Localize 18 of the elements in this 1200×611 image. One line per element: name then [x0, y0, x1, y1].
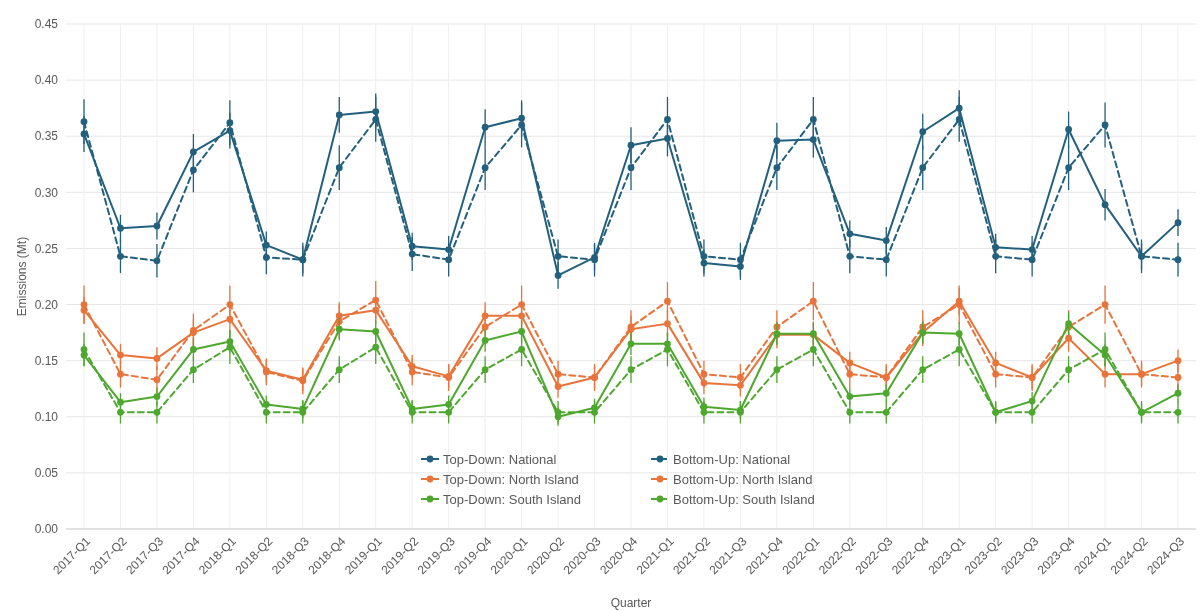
x-axis-title: Quarter — [610, 596, 652, 610]
y-tick-label: 0.30 — [34, 185, 59, 200]
legend-label: Bottom-Up: South Island — [673, 491, 815, 507]
y-tick-label: 0.40 — [34, 73, 59, 88]
legend-label: Top-Down: National — [443, 451, 557, 467]
y-tick-label: 0.35 — [34, 129, 59, 144]
y-tick-label: 0.15 — [34, 353, 59, 368]
legend-label: Top-Down: North Island — [443, 471, 579, 487]
y-tick-label: 0.05 — [34, 466, 59, 481]
y-tick-label: 0.25 — [34, 241, 59, 256]
y-tick-label: 0.20 — [34, 297, 59, 312]
legend-label: Top-Down: South Island — [443, 491, 582, 507]
y-axis-title: Emissions (Mt) — [15, 236, 30, 317]
y-tick-label: 0.45 — [34, 17, 59, 32]
y-tick-label: 0.00 — [34, 522, 59, 537]
legend-label: Bottom-Up: North Island — [673, 471, 813, 487]
y-tick-label: 0.10 — [34, 409, 59, 424]
legend-label: Bottom-Up: National — [673, 451, 791, 467]
